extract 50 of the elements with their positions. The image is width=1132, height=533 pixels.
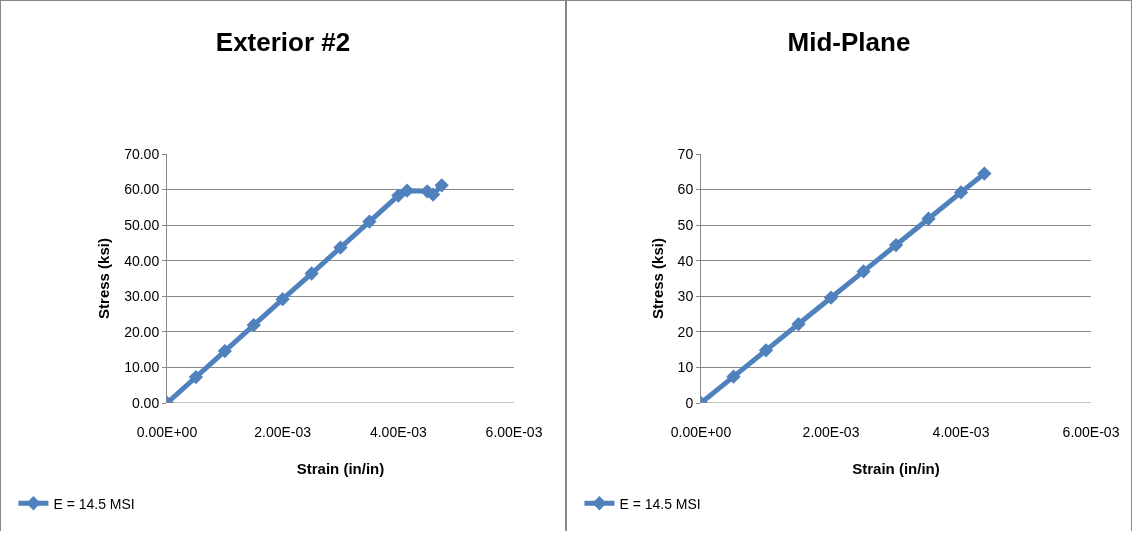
x-tick-label: 4.00E-03 xyxy=(369,423,427,440)
x-tick-label: 2.00E-03 xyxy=(254,423,312,440)
y-tick-label: 40 xyxy=(677,252,694,269)
point xyxy=(217,343,232,359)
y-tick-label: 60.00 xyxy=(124,181,160,198)
point xyxy=(791,316,806,332)
legend-label: E = 14.5 MSI xyxy=(619,495,701,512)
point xyxy=(188,369,204,385)
y-tick-label: 20 xyxy=(677,323,694,340)
point xyxy=(391,188,406,203)
x-axis-title: Strain (in/in) xyxy=(296,459,385,477)
x-tick-label: 6.00E-03 xyxy=(1062,423,1120,440)
legend-label: E = 14.5 MSI xyxy=(53,495,135,512)
point xyxy=(823,290,839,305)
y-tick-label: 50 xyxy=(677,217,694,234)
x-tick-label: 4.00E-03 xyxy=(932,423,990,440)
point xyxy=(856,264,871,279)
x-tick-label: 2.00E-03 xyxy=(802,423,860,440)
y-tick-label: 10.00 xyxy=(124,359,160,376)
y-tick-label: 70.00 xyxy=(124,145,160,162)
x-tick-label: 6.00E-03 xyxy=(485,423,543,440)
y-tick-label: 60 xyxy=(677,181,694,198)
point xyxy=(726,369,741,384)
y-tick-label: 30.00 xyxy=(124,288,160,305)
x-tick-label: 0.00E+00 xyxy=(670,423,732,440)
y-tick-label: 70 xyxy=(677,145,694,162)
point xyxy=(888,237,904,253)
x-tick-label: 0.00E+00 xyxy=(136,423,198,440)
point xyxy=(977,166,992,181)
chart-title: Exterior #2 xyxy=(215,27,351,58)
y-tick-label: 0 xyxy=(685,394,694,411)
y-axis-title: Stress (ksi) xyxy=(648,238,666,319)
point xyxy=(434,178,449,193)
point xyxy=(333,240,348,255)
point xyxy=(275,291,290,307)
point xyxy=(953,185,969,200)
y-tick-label: 0.00 xyxy=(131,394,160,411)
y-axis-title: Stress (ksi) xyxy=(95,238,113,319)
point xyxy=(246,317,261,333)
y-tick-label: 10 xyxy=(677,359,694,376)
point xyxy=(304,266,319,281)
y-tick-label: 20.00 xyxy=(124,323,160,340)
point xyxy=(362,214,377,229)
y-tick-label: 40.00 xyxy=(124,252,160,269)
y-tick-label: 30 xyxy=(677,288,694,305)
x-axis-title: Strain (in/in) xyxy=(852,459,940,477)
chart-title: Mid-Plane xyxy=(787,27,911,58)
y-tick-label: 50.00 xyxy=(124,217,160,234)
point xyxy=(921,211,936,226)
point xyxy=(758,343,774,358)
